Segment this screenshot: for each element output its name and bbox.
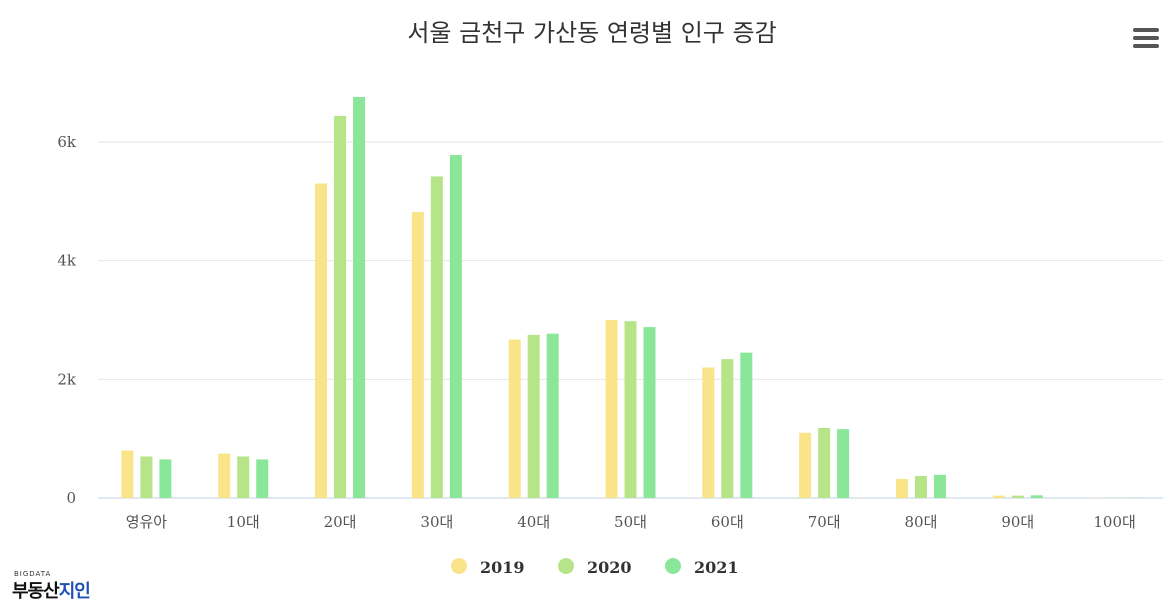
x-tick-label: 10대 (227, 513, 260, 531)
x-tick-label: 80대 (905, 513, 938, 531)
x-tick-label: 70대 (808, 513, 841, 531)
bar-2020-50대[interactable] (624, 321, 637, 498)
bar-2021-영유아[interactable] (159, 459, 172, 498)
legend-item-2019[interactable]: 2019 (451, 558, 525, 577)
x-tick-label: 50대 (614, 513, 647, 531)
hamburger-icon[interactable] (1133, 28, 1159, 48)
watermark-left: 부동산 (12, 581, 60, 602)
watermark-small-text: BIGDATA (14, 570, 52, 578)
bar-2020-30대[interactable] (430, 176, 443, 498)
x-tick-label: 영유아 (126, 513, 168, 531)
legend-label: 2019 (480, 558, 525, 577)
bar-2019-60대[interactable] (702, 367, 715, 498)
bar-2019-20대[interactable] (315, 183, 328, 499)
bar-2020-영유아[interactable] (140, 456, 153, 498)
legend-marker (451, 558, 467, 574)
bar-2021-20대[interactable] (353, 96, 366, 498)
legend-marker (665, 558, 681, 574)
watermark-logo: BIGDATA 부동산지인 (12, 568, 112, 604)
y-tick-label: 2k (57, 370, 77, 388)
legend-marker (558, 558, 574, 574)
x-tick-label: 30대 (420, 513, 453, 531)
bar-2020-80대[interactable] (914, 476, 927, 498)
bar-2019-50대[interactable] (605, 320, 618, 498)
bar-2021-80대[interactable] (933, 474, 946, 498)
x-tick-label: 20대 (324, 513, 357, 531)
chart-title: 서울 금천구 가산동 연령별 인구 증감 (407, 19, 776, 47)
bar-2019-40대[interactable] (508, 339, 521, 498)
bar-2019-90대[interactable] (992, 495, 1005, 498)
bar-2019-30대[interactable] (411, 212, 424, 498)
bar-2020-20대[interactable] (334, 115, 347, 498)
bar-2020-90대[interactable] (1011, 495, 1024, 498)
bar-2019-10대[interactable] (218, 453, 231, 499)
bar-2019-80대[interactable] (895, 479, 908, 498)
watermark-main-text: 부동산지인 (12, 577, 91, 603)
bar-2020-70대[interactable] (818, 427, 831, 498)
watermark-right: 지인 (58, 581, 91, 602)
legend-item-2021[interactable]: 2021 (665, 558, 739, 577)
x-tick-label: 60대 (711, 513, 744, 531)
bar-2019-영유아[interactable] (121, 450, 134, 498)
bar-2021-50대[interactable] (643, 327, 656, 498)
bar-2021-70대[interactable] (837, 429, 850, 498)
bar-2020-60대[interactable] (721, 359, 734, 498)
legend-item-2020[interactable]: 2020 (558, 558, 632, 577)
bar-2021-10대[interactable] (256, 459, 269, 498)
bar-2021-30대[interactable] (449, 155, 462, 498)
x-tick-label: 90대 (1001, 513, 1034, 531)
y-tick-label: 4k (57, 252, 77, 270)
bar-2021-60대[interactable] (740, 352, 753, 498)
bar-2021-40대[interactable] (546, 333, 559, 498)
y-tick-label: 0 (66, 489, 76, 507)
bar-2019-70대[interactable] (799, 432, 812, 498)
bar-2020-10대[interactable] (237, 456, 250, 498)
bar-2021-90대[interactable] (1030, 495, 1043, 498)
x-tick-label: 100대 (1093, 513, 1135, 531)
legend-label: 2021 (694, 558, 739, 577)
bar-2020-40대[interactable] (527, 334, 540, 498)
legend-label: 2020 (587, 558, 632, 577)
x-tick-label: 40대 (517, 513, 550, 531)
y-tick-label: 6k (57, 133, 77, 151)
